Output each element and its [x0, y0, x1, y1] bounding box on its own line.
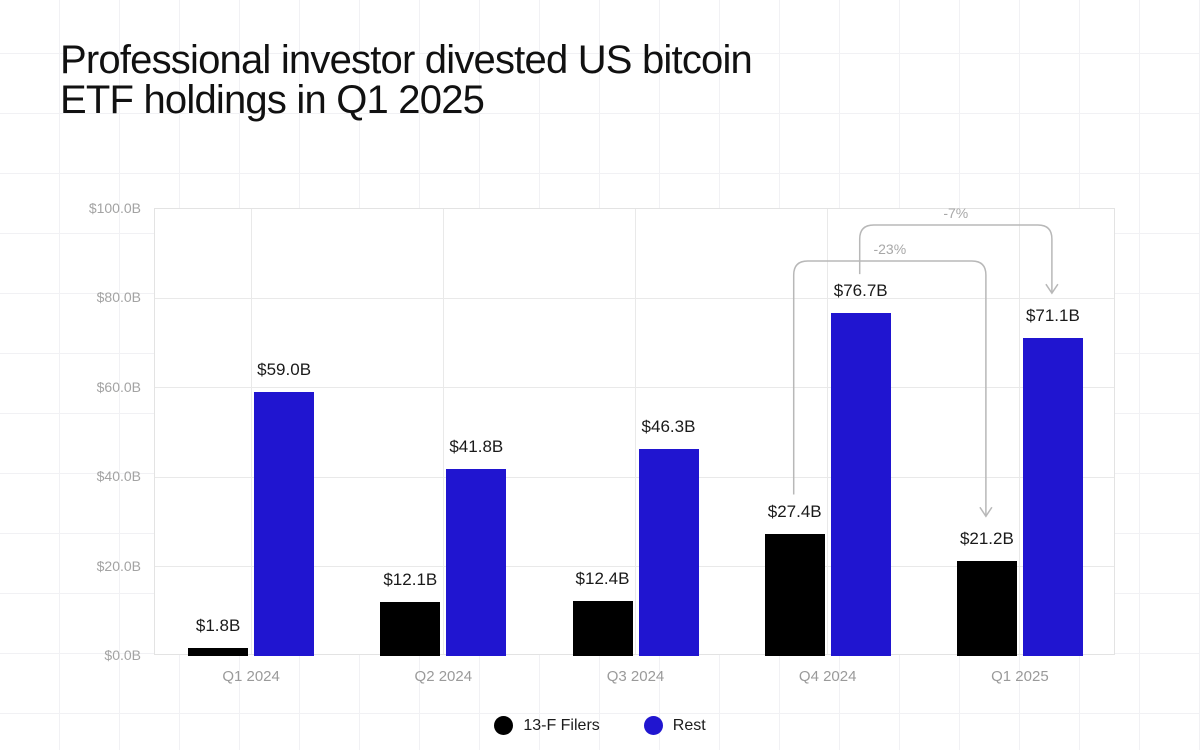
page-title: Professional investor divested US bitcoi… [60, 38, 753, 122]
bar-value-label: $1.8B [195, 615, 241, 635]
y-gridline-40 [155, 476, 1114, 478]
legend-item-13-f-filers[interactable]: 13-F Filers [494, 716, 600, 735]
bar-13-f-filers-q1-2025[interactable] [956, 561, 1017, 656]
legend-item-rest[interactable]: Rest [643, 716, 706, 735]
x-gridline-q1-2025 [1019, 209, 1021, 654]
bar-value-label: $71.1B [1025, 306, 1080, 326]
legend-swatch-icon [643, 716, 663, 735]
bar-value-label: $59.0B [257, 360, 312, 380]
x-axis-category-label: Q4 2024 [798, 668, 857, 685]
bar-rest-q2-2024[interactable] [446, 469, 507, 656]
bar-value-label: $12.1B [383, 569, 438, 589]
y-gridline-60 [155, 387, 1114, 389]
bar-value-label: $46.3B [641, 417, 696, 437]
bar-value-label: $21.2B [959, 529, 1014, 549]
legend-swatch-icon [494, 716, 514, 735]
legend-item-label: Rest [672, 716, 706, 734]
x-axis-category-label: Q3 2024 [606, 668, 665, 685]
x-gridline-q1-2024 [250, 209, 252, 654]
legend: 13-F Filers Rest [0, 716, 1200, 735]
x-axis-category-label: Q1 2024 [222, 668, 280, 685]
bar-value-label: $41.8B [449, 437, 504, 457]
x-gridline-q3-2024 [635, 209, 636, 654]
x-axis-category-label: Q1 2025 [991, 668, 1049, 685]
x-gridline-q4-2024 [827, 209, 829, 654]
bar-13-f-filers-q3-2024[interactable] [572, 600, 633, 656]
x-axis-category-label: Q2 2024 [414, 668, 473, 685]
bar-13-f-filers-q2-2024[interactable] [380, 601, 441, 656]
y-axis-tick-label: $80.0B [96, 289, 141, 306]
y-axis-tick-label: $100.0B [88, 200, 141, 216]
y-axis-tick-label: $60.0B [96, 378, 141, 395]
bar-13-f-filers-q1-2024[interactable] [188, 647, 249, 656]
bar-rest-q1-2025[interactable] [1022, 338, 1083, 656]
y-gridline-20 [155, 566, 1114, 568]
y-axis-tick-label: $40.0B [96, 468, 141, 485]
chart-plot-area: $0.0B $20.0B $40.0B $60.0B $80.0B $100.0B Q1 2… [89, 200, 1115, 685]
legend-item-label: 13-F Filers [523, 716, 600, 734]
bar-13-f-filers-q4-2024[interactable] [764, 533, 825, 656]
bar-rest-q4-2024[interactable] [830, 313, 891, 656]
bar-value-label: $76.7B [833, 281, 888, 301]
y-gridline-80 [155, 297, 1114, 299]
bar-rest-q3-2024[interactable] [638, 449, 699, 656]
y-axis-tick-label: $20.0B [96, 557, 141, 574]
bar-value-label: $12.4B [575, 568, 630, 588]
y-axis-tick-label: $0.0B [104, 647, 141, 663]
bar-rest-q1-2024[interactable] [254, 392, 315, 656]
bar-value-label: $27.4B [767, 501, 822, 521]
x-gridline-q2-2024 [442, 209, 444, 654]
